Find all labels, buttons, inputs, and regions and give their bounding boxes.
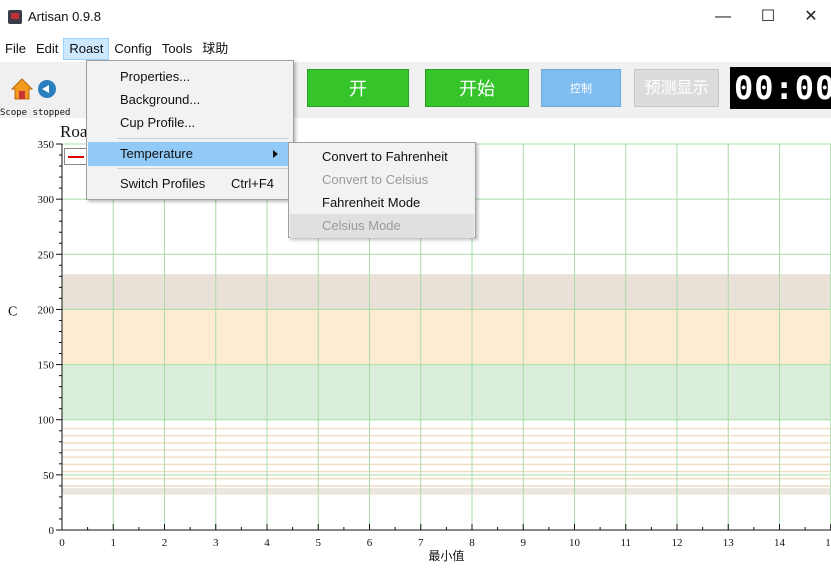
status-text: Scope stopped: [0, 108, 71, 118]
submenu-arrow-icon: [273, 150, 278, 158]
y-tick-label: 150: [38, 360, 55, 372]
x-tick-label: 9: [521, 537, 527, 549]
menu-help[interactable]: 球助: [202, 41, 229, 56]
menu-item-properties[interactable]: Properties...: [120, 69, 191, 84]
x-tick-label: 0: [59, 537, 65, 549]
control-button[interactable]: 控制: [541, 69, 621, 107]
x-tick-label: 15: [825, 537, 831, 549]
menu-item-temperature[interactable]: Temperature: [88, 142, 292, 166]
y-tick-label: 300: [38, 194, 55, 206]
temperature-submenu: Convert to Fahrenheit Convert to Celsius…: [288, 142, 476, 238]
menu-item-convert-fahrenheit[interactable]: Convert to Fahrenheit: [322, 149, 448, 164]
maximize-button[interactable]: ☐: [760, 8, 776, 25]
menu-item-convert-celsius: Convert to Celsius: [322, 172, 429, 187]
phase-band: [62, 488, 831, 495]
menu-item-switch-profiles[interactable]: Switch Profiles Ctrl+F4: [88, 172, 292, 196]
start-button[interactable]: 开始: [425, 69, 529, 107]
close-button[interactable]: ✕: [804, 8, 818, 25]
legend-toggle[interactable]: [64, 148, 88, 165]
x-tick-label: 2: [162, 537, 168, 549]
y-tick-label: 200: [38, 304, 55, 316]
roast-menu: Properties... Background... Cup Profile.…: [86, 60, 294, 200]
title-bar: Artisan 0.9.8 — ☐ ✕: [0, 0, 831, 34]
home-icon[interactable]: [11, 78, 33, 100]
x-tick-label: 6: [367, 537, 373, 549]
y-tick-label: 100: [38, 415, 55, 427]
x-tick-label: 1: [111, 537, 117, 549]
on-button[interactable]: 开: [307, 69, 409, 107]
y-tick-label: 250: [38, 249, 55, 261]
phase-band: [62, 364, 831, 420]
minimize-button[interactable]: —: [715, 8, 731, 25]
x-tick-label: 4: [264, 537, 270, 549]
menu-tools[interactable]: Tools: [161, 41, 193, 56]
x-tick-label: 10: [569, 537, 581, 549]
x-axis-label: 最小值: [428, 548, 464, 563]
shortcut-label: Ctrl+F4: [231, 176, 274, 191]
menu-roast[interactable]: Roast: [63, 38, 110, 60]
x-tick-label: 8: [469, 537, 475, 549]
menu-bar: File Edit Roast Config Tools 球助: [0, 38, 831, 60]
window-title: Artisan 0.9.8: [28, 9, 101, 24]
menu-separator: [117, 168, 289, 169]
x-tick-label: 13: [723, 537, 735, 549]
x-tick-label: 5: [316, 537, 322, 549]
menu-file[interactable]: File: [5, 41, 26, 56]
y-tick-label: 50: [43, 470, 55, 482]
menu-edit[interactable]: Edit: [35, 41, 59, 56]
menu-item-background[interactable]: Background...: [120, 92, 201, 107]
y-tick-label: 0: [49, 525, 55, 537]
phase-band: [62, 274, 831, 310]
menu-item-celsius-mode: Celsius Mode: [290, 214, 474, 238]
app-icon: [8, 10, 22, 24]
x-tick-label: 11: [620, 537, 631, 549]
roast-chart: 0 50 100 150 200 250 300 350 0 1 2 3 4 5 6 7 8 9 10 11 12 13 1…: [0, 118, 831, 574]
x-tick-label: 14: [774, 537, 786, 549]
timer-display: 00:00: [730, 67, 831, 109]
menu-item-cup-profile[interactable]: Cup Profile...: [120, 115, 196, 130]
phase-band: [62, 309, 831, 365]
prediction-display-button[interactable]: 预测显示: [634, 69, 719, 107]
back-arrow-icon[interactable]: [38, 80, 56, 98]
y-tick-label: 350: [38, 139, 55, 151]
y-axis-label: C: [8, 304, 17, 319]
x-tick-label: 7: [418, 537, 424, 549]
menu-config[interactable]: Config: [114, 41, 152, 56]
x-tick-label: 12: [672, 537, 683, 549]
x-tick-label: 3: [213, 537, 219, 549]
menu-item-fahrenheit-mode[interactable]: Fahrenheit Mode: [322, 195, 421, 210]
menu-separator: [117, 138, 289, 139]
